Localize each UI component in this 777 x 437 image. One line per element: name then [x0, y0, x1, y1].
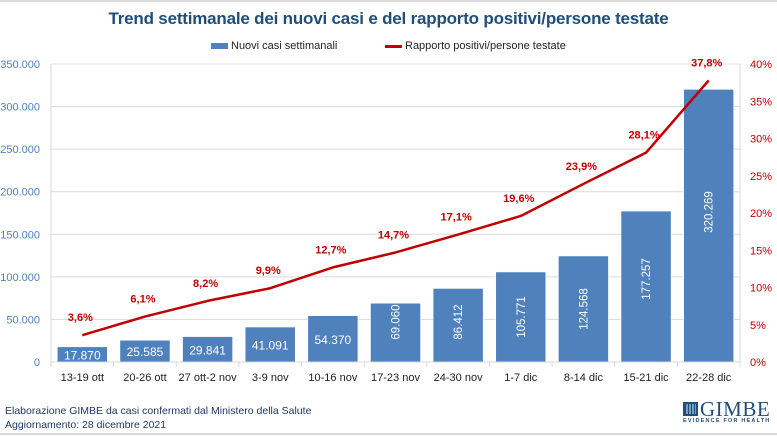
- legend: Nuovi casi settimanali Rapporto positivi…: [0, 40, 777, 56]
- bar: [307, 315, 359, 363]
- legend-item-line: Rapporto positivi/persone testate: [385, 40, 566, 52]
- gimbe-logo: GIMBE EVIDENCE FOR HEALTH: [683, 397, 775, 426]
- bar: [244, 326, 296, 363]
- footer: Elaborazione GIMBE da casi confermati da…: [5, 404, 311, 432]
- logo-wordmark: GIMBE: [700, 397, 771, 421]
- bar-value-label: 25.585: [127, 345, 164, 359]
- bar-value-label: 177.257: [641, 258, 653, 300]
- left-tick-label: 200.000: [0, 187, 40, 199]
- line-value-label: 3,6%: [68, 312, 93, 324]
- line-series: [81, 79, 710, 337]
- bar-value-label: 54.370: [315, 333, 352, 347]
- footer-source: Elaborazione GIMBE da casi confermati da…: [5, 405, 312, 417]
- bar-value-label: 124.568: [578, 288, 590, 330]
- x-tick-label: 8-14 dic: [564, 372, 604, 384]
- right-tick-label: 10%: [750, 283, 772, 295]
- line-value-label: 17,1%: [441, 212, 472, 224]
- bar-value-label: 41.091: [252, 339, 289, 353]
- line-value-label: 14,7%: [378, 229, 409, 241]
- bar: [683, 89, 735, 363]
- bar-value-label: 69.060: [391, 304, 403, 339]
- right-tick-label: 20%: [750, 208, 772, 220]
- left-tick-label: 0: [34, 357, 40, 369]
- line-value-label: 9,9%: [256, 265, 281, 277]
- line-value-label: 8,2%: [193, 278, 218, 290]
- left-tick-label: 350.000: [0, 59, 40, 71]
- line-path: [81, 79, 710, 337]
- line-value-label: 37,8%: [691, 57, 722, 69]
- bar: [558, 255, 609, 363]
- bar-value-label: 29.841: [189, 343, 226, 357]
- logo-grid-icon: [683, 402, 698, 416]
- legend-label-line: Rapporto positivi/persone testate: [405, 40, 566, 52]
- line-value-label: 6,1%: [130, 294, 155, 306]
- chart-title: Trend settimanale dei nuovi casi e del r…: [108, 9, 669, 28]
- line-value-label: 19,6%: [503, 193, 534, 205]
- logo-tagline: EVIDENCE FOR HEALTH: [683, 418, 771, 424]
- left-tick-label: 300.000: [0, 102, 40, 114]
- left-tick-label: 100.000: [0, 272, 40, 284]
- bar: [370, 302, 421, 363]
- left-tick-label: 150.000: [0, 229, 40, 241]
- x-tick-label: 17-23 nov: [371, 372, 420, 384]
- legend-swatch-bar: [211, 43, 228, 49]
- x-tick-label: 20-26 ott: [123, 372, 166, 384]
- bar-value-label: 320.269: [704, 191, 716, 233]
- x-tick-label: 1-7 dic: [504, 372, 538, 384]
- legend-swatch-line: [385, 44, 402, 48]
- bar-value-label: 17.870: [64, 348, 101, 362]
- bar: [182, 336, 233, 363]
- left-tick-label: 250.000: [0, 144, 40, 156]
- bar: [432, 288, 484, 363]
- x-tick-label: 3-9 nov: [252, 372, 289, 384]
- axes: [50, 63, 741, 367]
- footer-updated: Aggiornamento: 28 dicembre 2021: [5, 419, 167, 431]
- bar-value-label: 86.412: [453, 304, 465, 339]
- line-value-label: 12,7%: [315, 244, 346, 256]
- right-tick-label: 30%: [750, 134, 772, 146]
- left-axis-ticks: 0 50.000 100.000 150.000 200.000 250.000 300.0…: [0, 59, 40, 369]
- line-value-label: 28,1%: [628, 130, 659, 142]
- bottom-rule: [0, 433, 777, 435]
- legend-label-bars: Nuovi casi settimanali: [231, 40, 338, 52]
- right-tick-label: 40%: [750, 59, 772, 71]
- right-tick-label: 35%: [750, 96, 772, 108]
- bars: [56, 89, 735, 363]
- line-labels: 3,6% 6,1% 8,2% 9,9% 12,7% 14,7% 17,1% 19,6% 23,9…: [68, 57, 723, 324]
- x-tick-label: 27 ott-2 nov: [179, 372, 238, 384]
- right-tick-label: 5%: [750, 320, 766, 332]
- x-axis-ticks: 13-19 ott 20-26 ott 27 ott-2 nov 3-9 nov 10-…: [61, 372, 732, 384]
- right-tick-label: 15%: [750, 245, 772, 257]
- x-tick-label: 22-28 dic: [686, 372, 732, 384]
- top-rule: [0, 0, 777, 2]
- x-tick-label: 15-21 dic: [623, 372, 669, 384]
- bar-labels: 17.870 25.585 29.841 41.091 54.370 69.060 86.4…: [64, 191, 716, 362]
- left-tick-label: 50.000: [6, 314, 40, 326]
- right-tick-label: 25%: [750, 171, 772, 183]
- x-tick-label: 10-16 nov: [308, 372, 357, 384]
- bar-value-label: 105.771: [516, 296, 528, 338]
- x-tick-label: 24-30 nov: [434, 372, 483, 384]
- right-axis-ticks: 0% 5% 10% 15% 20% 25% 30% 35% 40%: [750, 59, 772, 369]
- right-tick-label: 0%: [750, 357, 766, 369]
- legend-item-bars: Nuovi casi settimanali: [211, 40, 337, 52]
- bar: [620, 210, 672, 363]
- line-value-label: 23,9%: [566, 161, 597, 173]
- x-tick-label: 13-19 ott: [61, 372, 104, 384]
